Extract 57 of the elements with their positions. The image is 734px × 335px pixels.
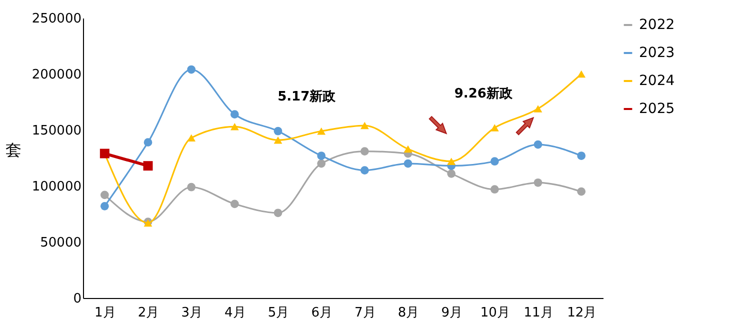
point [534, 105, 542, 112]
x-tick-label: 1月 [94, 306, 116, 320]
point [360, 122, 369, 130]
x-tick-label: 3月 [181, 306, 202, 320]
y-tick-label: 200000 [32, 68, 82, 82]
point [317, 159, 326, 168]
y-tick-label: 150000 [32, 124, 82, 138]
point [143, 161, 153, 171]
point [534, 178, 542, 187]
legend-label: 2025 [639, 101, 675, 117]
point [534, 140, 542, 149]
point [447, 170, 456, 178]
y-tick-label: 0 [73, 292, 82, 306]
x-tick-label: 8月 [398, 306, 420, 320]
legend-label: 2022 [639, 17, 675, 33]
point [187, 65, 196, 74]
point [187, 134, 196, 142]
legend-label: 2024 [639, 73, 675, 89]
point [274, 126, 282, 136]
x-tick-label: 7月 [354, 306, 376, 320]
point [360, 166, 369, 174]
x-tick-label: 4月 [224, 306, 246, 320]
legend-label: 2023 [639, 45, 675, 61]
point [404, 145, 412, 153]
point [317, 127, 326, 135]
point [274, 136, 282, 144]
x-tick-label: 12月 [567, 306, 597, 320]
annotation: 9.26新政 [454, 86, 514, 102]
y-tick-label: 50000 [40, 236, 82, 250]
point [144, 138, 152, 146]
point [490, 157, 499, 166]
point [404, 159, 412, 168]
y-tick-label: 100000 [32, 180, 82, 194]
x-tick-label: 10月 [480, 306, 510, 320]
point [100, 190, 109, 200]
annotation: 5.17新政 [278, 88, 337, 104]
y-axis-title: 套 [6, 140, 22, 160]
point [230, 123, 239, 130]
y-tick-label: 250000 [32, 12, 82, 26]
point [230, 110, 239, 118]
point [490, 185, 499, 194]
x-tick-label: 5月 [268, 306, 290, 320]
point [577, 70, 586, 78]
point [230, 200, 239, 208]
point [577, 187, 586, 196]
point [187, 182, 196, 192]
point [447, 158, 456, 165]
point [100, 202, 109, 210]
point [274, 208, 282, 218]
point [577, 152, 586, 160]
x-tick-label: 2月 [138, 306, 160, 320]
x-tick-label: 9月 [441, 306, 462, 320]
point [490, 124, 499, 132]
x-tick-label: 11月 [524, 306, 554, 320]
point [317, 152, 326, 160]
point [360, 147, 369, 156]
x-tick-label: 6月 [311, 306, 332, 320]
